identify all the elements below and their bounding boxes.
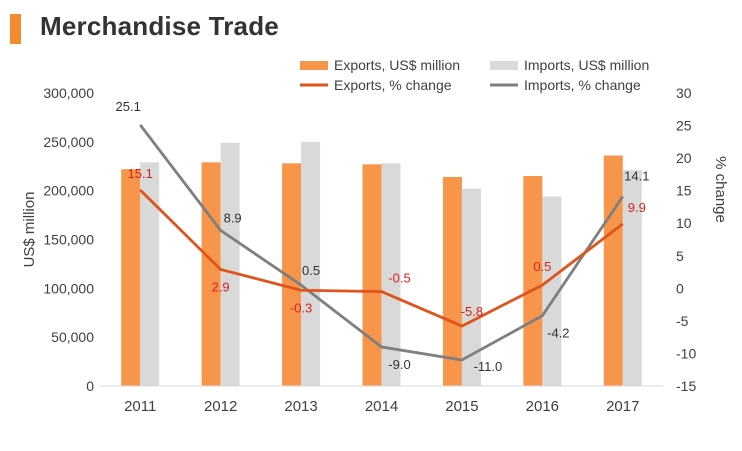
title-accent-bar [10, 14, 21, 44]
legend-exports-bar-label: Exports, US$ million [334, 57, 460, 73]
imports-bar [220, 142, 240, 386]
exports-bar [362, 164, 382, 386]
exports-bar [442, 176, 462, 386]
imports-bar [381, 163, 401, 386]
imports-change-label: 14.1 [624, 169, 649, 184]
imports-change-label: 25.1 [116, 99, 141, 114]
imports-bar [542, 196, 562, 386]
exports-change-label: 15.1 [128, 166, 153, 181]
y2-tick-label: 25 [676, 118, 692, 134]
y2-tick-label: 0 [676, 280, 684, 296]
exports-change-label: 2.9 [212, 279, 230, 294]
exports-change-label: -0.3 [290, 300, 312, 315]
x-tick-label: 2017 [606, 398, 639, 415]
x-tick-label: 2016 [526, 398, 559, 415]
exports-change-label: -5.8 [461, 304, 483, 319]
y2-tick-label: 5 [676, 248, 684, 264]
imports-bar [461, 188, 481, 386]
legend-exports-bar-swatch [300, 61, 328, 70]
y2-tick-label: 30 [676, 85, 692, 101]
exports-change-label: 0.5 [533, 259, 551, 274]
y2-tick-label: -5 [676, 313, 689, 329]
y2-axis-title: % change [712, 156, 729, 223]
y2-tick-label: 20 [676, 150, 692, 166]
exports-bar [201, 162, 221, 386]
y-tick-label: 150,000 [43, 232, 94, 248]
x-tick-label: 2012 [204, 398, 237, 415]
legend-imports-bar-label: Imports, US$ million [524, 57, 649, 73]
imports-change-label: 8.9 [224, 210, 242, 225]
imports-bar [140, 162, 160, 386]
imports-bar [301, 141, 321, 386]
exports-bar [603, 155, 623, 386]
imports-change-label: -11.0 [474, 359, 503, 374]
y-tick-label: 0 [86, 378, 94, 394]
exports-bar [523, 176, 543, 386]
exports-change-label: 9.9 [628, 200, 646, 215]
x-tick-label: 2013 [284, 398, 317, 415]
x-tick-label: 2015 [445, 398, 478, 415]
y-tick-label: 300,000 [43, 85, 94, 101]
x-tick-label: 2011 [124, 398, 156, 415]
imports-bar [622, 170, 642, 386]
y-tick-label: 50,000 [51, 329, 94, 345]
legend-imports-bar-swatch [490, 61, 518, 70]
y-tick-label: 250,000 [43, 134, 94, 150]
y2-tick-label: 15 [676, 183, 692, 199]
imports-change-label: -9.0 [388, 357, 410, 372]
y-tick-label: 200,000 [43, 183, 94, 199]
exports-bar [121, 169, 141, 386]
chart-title: Merchandise Trade [40, 11, 279, 41]
exports-bar [282, 163, 302, 386]
imports-change-label: 0.5 [302, 263, 320, 278]
legend-exports-line-label: Exports, % change [334, 77, 452, 93]
imports-change-label: -4.2 [547, 326, 569, 341]
y2-tick-label: -15 [676, 378, 696, 394]
y-tick-label: 100,000 [43, 280, 94, 296]
x-tick-label: 2014 [365, 398, 398, 415]
exports-change-label: -0.5 [388, 271, 410, 286]
y-axis-title: US$ million [21, 192, 38, 268]
y2-tick-label: 10 [676, 215, 692, 231]
legend-imports-line-label: Imports, % change [524, 77, 641, 93]
y2-tick-label: -10 [676, 345, 696, 361]
